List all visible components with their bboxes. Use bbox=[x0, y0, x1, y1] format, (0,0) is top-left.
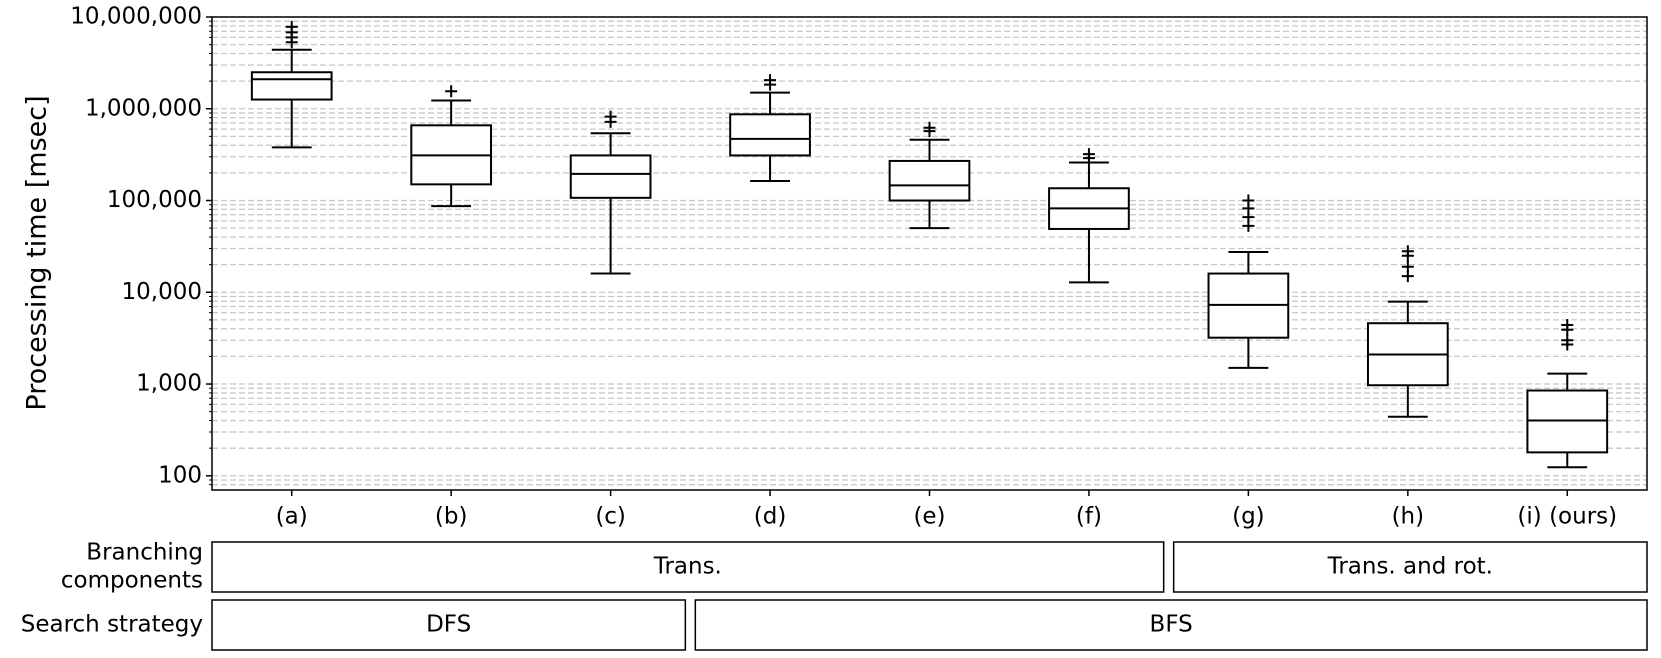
outlier bbox=[445, 85, 458, 98]
outlier bbox=[1401, 249, 1414, 262]
table-cell-label: BFS bbox=[1150, 612, 1193, 638]
outlier bbox=[285, 36, 298, 49]
y-tick-label: 1,000 bbox=[136, 371, 202, 397]
row-label: Branching bbox=[86, 540, 203, 566]
y-tick-label: 1,000,000 bbox=[85, 95, 202, 121]
outlier bbox=[1561, 323, 1574, 336]
box-group bbox=[250, 20, 333, 149]
y-axis-label: Processing time [msec] bbox=[22, 95, 53, 410]
x-tick-label: (g) bbox=[1232, 504, 1265, 530]
box-group bbox=[1366, 245, 1449, 418]
box-group bbox=[1207, 194, 1290, 369]
x-tick-label: (f) bbox=[1076, 504, 1102, 530]
outlier bbox=[1082, 152, 1095, 165]
box bbox=[888, 159, 971, 202]
x-tick-label: (d) bbox=[754, 504, 787, 530]
row-label: Search strategy bbox=[21, 612, 203, 638]
x-tick-label: (i) (ours) bbox=[1517, 504, 1617, 530]
table-cell-label: Trans. bbox=[653, 554, 722, 580]
table-cell bbox=[1172, 541, 1648, 593]
box-group bbox=[888, 121, 971, 230]
x-tick-label: (e) bbox=[913, 504, 945, 530]
y-tick-label: 100 bbox=[158, 462, 202, 488]
box-group bbox=[1048, 148, 1130, 284]
x-tick-label: (c) bbox=[595, 504, 626, 530]
box-group bbox=[729, 74, 811, 183]
table-cell bbox=[211, 541, 1165, 593]
box-group bbox=[410, 85, 493, 208]
box-group bbox=[1526, 318, 1609, 469]
box-group bbox=[569, 110, 652, 275]
table-cell-label: Trans. and rot. bbox=[1327, 554, 1493, 580]
table-cell-label: DFS bbox=[426, 612, 471, 638]
y-tick-label: 10,000,000 bbox=[70, 4, 202, 30]
outlier bbox=[604, 115, 617, 128]
table-cell bbox=[694, 599, 1648, 651]
outlier bbox=[764, 78, 777, 91]
table-cell bbox=[211, 599, 687, 651]
outlier bbox=[1401, 270, 1414, 283]
x-tick-label: (a) bbox=[276, 504, 308, 530]
box bbox=[250, 71, 333, 101]
outlier bbox=[1561, 338, 1574, 351]
box bbox=[729, 113, 811, 157]
x-tick-label: (h) bbox=[1392, 504, 1425, 530]
y-tick-label: 10,000 bbox=[122, 279, 202, 305]
y-tick-label: 100,000 bbox=[107, 187, 202, 213]
box bbox=[569, 154, 652, 199]
outlier bbox=[1242, 219, 1255, 232]
plot-frame bbox=[211, 16, 1648, 491]
outlier bbox=[923, 125, 936, 138]
x-tick-label: (b) bbox=[435, 504, 468, 530]
row-label: components bbox=[61, 568, 203, 594]
